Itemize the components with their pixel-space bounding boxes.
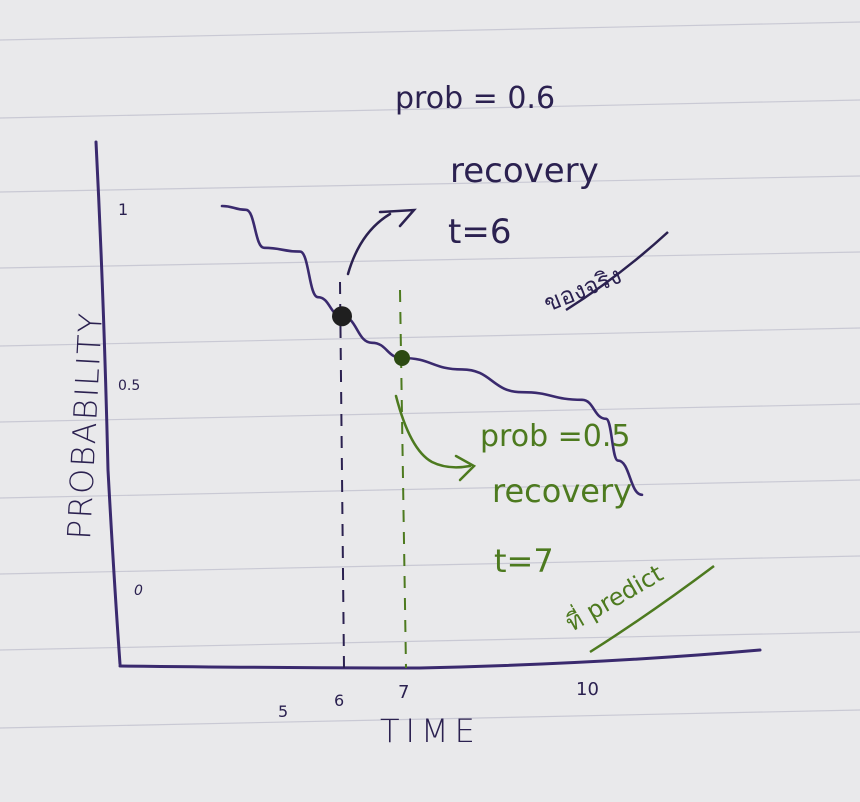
x-tick-7: 7 xyxy=(398,682,409,703)
actual-time-label: t=6 xyxy=(448,212,511,252)
predicted-time-label: t=7 xyxy=(494,542,554,580)
predicted-prob-label: prob =0.5 xyxy=(480,419,631,454)
actual-prob-label: prob = 0.6 xyxy=(395,81,555,116)
guide-t6 xyxy=(339,281,345,669)
x-tick-5: 5 xyxy=(278,702,288,721)
predicted-annotation: prob =0.5 recovery t=7 ที่ predict xyxy=(394,394,715,654)
guide-lines xyxy=(339,281,407,669)
actual-note: ของจริง xyxy=(540,261,626,317)
y-tick-0-5: 0.5 xyxy=(118,378,140,394)
y-axis-line xyxy=(94,140,122,666)
y-tick-1: 1 xyxy=(118,200,128,219)
predicted-recovery-label: recovery xyxy=(492,472,632,510)
y-tick-0: 0 xyxy=(134,583,143,599)
x-axis-title: TIME xyxy=(380,712,481,750)
actual-note-underline xyxy=(565,231,669,312)
x-tick-labels: 5 6 7 10 xyxy=(278,679,599,721)
predicted-arrow xyxy=(394,394,477,482)
marker-t6 xyxy=(332,306,352,327)
predicted-note-underline xyxy=(589,564,715,654)
probability-curve xyxy=(220,204,644,497)
x-axis-line xyxy=(118,648,762,670)
actual-annotation: prob = 0.6 recovery t=6 ของจริง xyxy=(346,81,669,318)
y-tick-labels: 1 0.5 0 xyxy=(118,200,143,599)
axes xyxy=(94,140,762,670)
x-tick-10: 10 xyxy=(576,679,599,700)
guide-t7 xyxy=(399,289,407,669)
marker-t7 xyxy=(394,350,410,366)
actual-recovery-label: recovery xyxy=(450,151,599,191)
ruled-lines xyxy=(0,21,860,729)
predicted-note: ที่ predict xyxy=(560,557,668,637)
x-tick-6: 6 xyxy=(334,691,344,710)
actual-arrow xyxy=(346,208,417,276)
